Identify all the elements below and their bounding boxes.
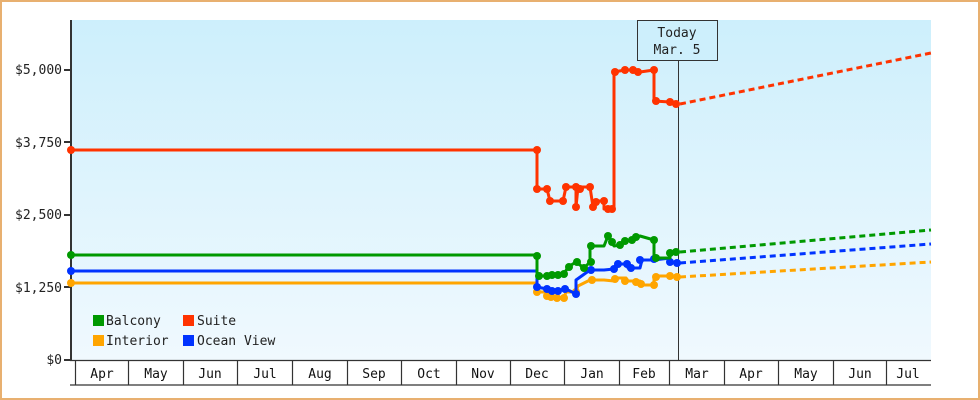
month-label: Jul	[896, 367, 919, 382]
today-label: Today	[657, 26, 696, 41]
suite-swatch-icon	[183, 315, 194, 326]
month-label: Jun	[848, 367, 871, 382]
month-label: Jun	[198, 367, 221, 382]
month-label: Jan	[580, 367, 603, 382]
balcony-projection	[679, 228, 932, 254]
ocean-view-swatch-icon	[183, 335, 194, 346]
month-label: Nov	[471, 367, 495, 382]
ocean-view-projection	[679, 242, 932, 265]
today-date: Mar. 5	[654, 43, 701, 58]
month-label: Apr	[739, 367, 763, 382]
legend-item-suite: Suite	[183, 314, 236, 329]
series-suite	[67, 66, 680, 213]
x-axis	[70, 359, 931, 386]
month-label: Feb	[632, 367, 656, 382]
legend: Balcony Suite Interior Ocean View	[93, 314, 275, 349]
legend-item-interior: Interior	[93, 334, 169, 349]
series-interior	[67, 272, 681, 302]
month-label: Jul	[253, 367, 276, 382]
balcony-swatch-icon	[93, 315, 104, 326]
month-label: Mar	[685, 367, 709, 382]
month-label: Apr	[90, 367, 114, 382]
svg-text:Ocean View: Ocean View	[197, 334, 275, 349]
svg-text:Balcony: Balcony	[106, 314, 161, 329]
month-label: May	[144, 367, 168, 382]
month-label: May	[794, 367, 818, 382]
svg-text:Suite: Suite	[197, 314, 236, 329]
y-label-1250: $1,250	[15, 281, 62, 296]
x-tick-labels: Apr May Jun Jul Aug Sep Oct Nov Dec Jan …	[90, 367, 919, 382]
month-label: Dec	[525, 367, 548, 382]
y-label-0: $0	[46, 353, 62, 368]
plot-area	[71, 20, 931, 360]
y-label-3750: $3,750	[15, 136, 62, 151]
today-box: Today Mar. 5	[637, 20, 718, 61]
suite-projection	[679, 51, 932, 106]
projections	[679, 51, 932, 279]
month-label: Aug	[308, 367, 331, 382]
legend-item-ocean-view: Ocean View	[183, 334, 275, 349]
interior-projection	[679, 260, 932, 279]
month-label: Oct	[417, 367, 440, 382]
y-ticks	[64, 69, 71, 361]
y-label-5000: $5,000	[15, 63, 62, 78]
month-label: Sep	[362, 367, 386, 382]
y-tick-labels: $5,000 $3,750 $2,500 $1,250 $0	[15, 63, 62, 368]
legend-item-balcony: Balcony	[93, 314, 161, 329]
y-label-2500: $2,500	[15, 208, 62, 223]
interior-swatch-icon	[93, 335, 104, 346]
svg-text:Interior: Interior	[106, 334, 169, 349]
series-balcony	[67, 232, 680, 280]
